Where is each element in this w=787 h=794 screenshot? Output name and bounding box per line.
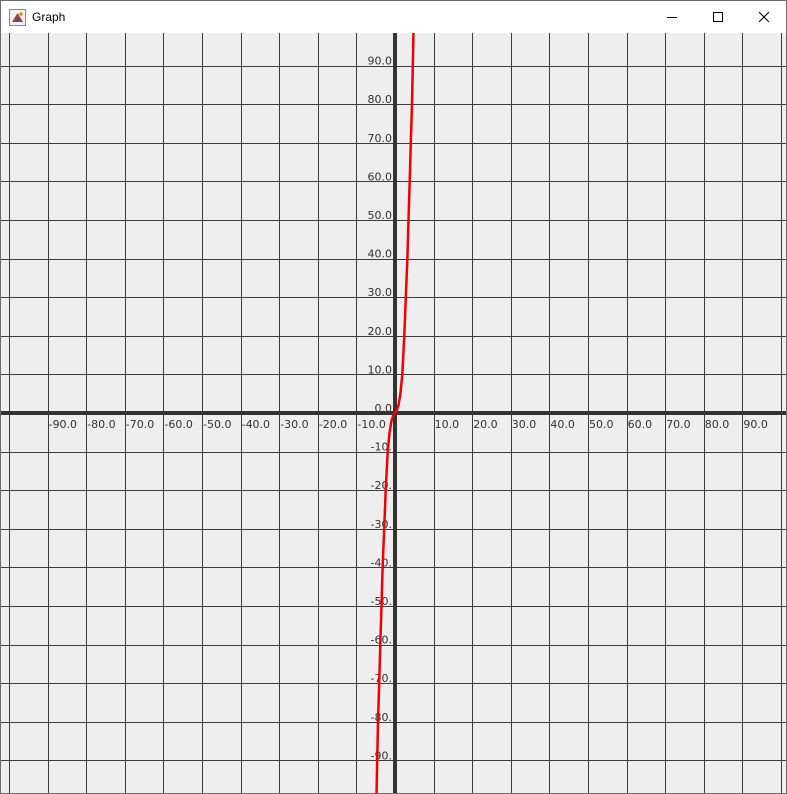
y-tick-label: 80.0 bbox=[368, 93, 393, 106]
y-tick-label: -40. bbox=[371, 556, 392, 569]
close-icon bbox=[758, 11, 770, 23]
y-tick-label: -20. bbox=[371, 479, 392, 492]
y-tick-label: -30. bbox=[371, 518, 392, 531]
x-tick-label: -90.0 bbox=[49, 418, 77, 431]
x-tick-label: 90.0 bbox=[743, 418, 768, 431]
y-tick-label: -70. bbox=[371, 672, 392, 685]
y-tick-label: 10.0 bbox=[368, 363, 393, 376]
minimize-button[interactable] bbox=[649, 1, 695, 33]
y-tick-label: 50.0 bbox=[368, 209, 393, 222]
y-tick-label: 70.0 bbox=[368, 132, 393, 145]
graph-canvas[interactable]: -90.0 -80.0 -70.0 -60.0 -50.0 -40.0 -30.0 -20.0… bbox=[1, 33, 786, 793]
x-tick-label: 20.0 bbox=[473, 418, 498, 431]
x-tick-label: -50.0 bbox=[203, 418, 231, 431]
x-tick-label: 70.0 bbox=[666, 418, 691, 431]
close-button[interactable] bbox=[741, 1, 787, 33]
x-tick-label: 40.0 bbox=[550, 418, 575, 431]
x-tick-label: -80.0 bbox=[87, 418, 115, 431]
y-tick-label: 60.0 bbox=[368, 170, 393, 183]
maximize-button[interactable] bbox=[695, 1, 741, 33]
maximize-icon bbox=[713, 12, 723, 22]
y-tick-label: 40.0 bbox=[368, 248, 393, 261]
x-tick-label: -20.0 bbox=[319, 418, 347, 431]
x-tick-label: -60.0 bbox=[164, 418, 192, 431]
x-tick-label: 80.0 bbox=[705, 418, 730, 431]
y-tick-label: 90.0 bbox=[368, 55, 393, 68]
minimize-icon bbox=[667, 17, 677, 18]
x-tick-label: 60.0 bbox=[628, 418, 653, 431]
title-bar[interactable]: Graph bbox=[1, 1, 786, 33]
y-tick-label: 0.0 bbox=[375, 402, 393, 415]
graph-plot: -90.0 -80.0 -70.0 -60.0 -50.0 -40.0 -30.0 -20.0… bbox=[1, 33, 786, 793]
y-tick-label: 30.0 bbox=[368, 286, 393, 299]
x-tick-label: -10.0 bbox=[357, 418, 385, 431]
x-tick-label: -70.0 bbox=[126, 418, 154, 431]
x-tick-label: 10.0 bbox=[435, 418, 460, 431]
x-tick-label: -30.0 bbox=[280, 418, 308, 431]
window-title: Graph bbox=[32, 10, 66, 24]
x-tick-label: 50.0 bbox=[589, 418, 614, 431]
x-tick-label: 30.0 bbox=[512, 418, 537, 431]
y-tick-label: -80. bbox=[371, 711, 392, 724]
function-curve bbox=[375, 33, 415, 793]
y-tick-label: -90. bbox=[371, 749, 392, 762]
java-app-icon bbox=[9, 9, 26, 26]
x-tick-label: -40.0 bbox=[242, 418, 270, 431]
y-tick-label: 20.0 bbox=[368, 325, 393, 338]
